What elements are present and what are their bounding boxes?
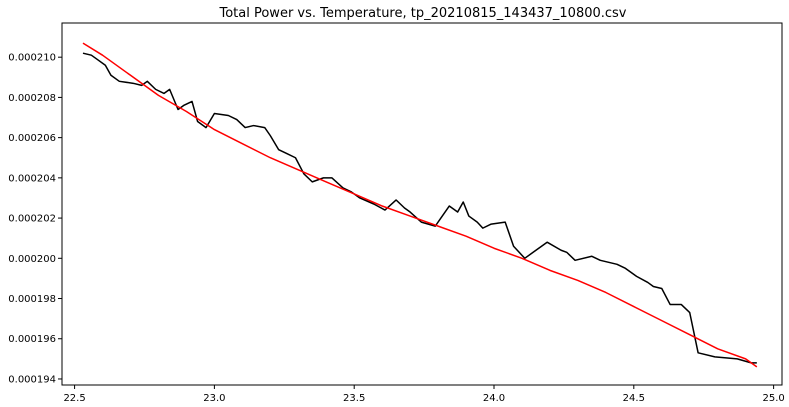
x-tick-label: 24.0 — [483, 393, 505, 404]
x-tick-label: 23.5 — [343, 393, 365, 404]
y-tick-label: 0.000208 — [8, 93, 56, 104]
series-layer — [82, 42, 758, 368]
y-tick-label: 0.000194 — [8, 374, 56, 385]
y-tick-label: 0.000196 — [8, 334, 56, 345]
chart-title: Total Power vs. Temperature, tp_20210815… — [218, 6, 626, 21]
fit-curve-line — [82, 42, 758, 368]
x-tick-label: 22.5 — [63, 393, 85, 404]
y-tick-label: 0.000210 — [8, 53, 56, 64]
plot-frame — [61, 22, 783, 386]
y-tick-label: 0.000200 — [8, 254, 56, 265]
y-tick-label: 0.000204 — [8, 173, 56, 184]
x-tick-label: 23.0 — [203, 393, 225, 404]
y-tick-label: 0.000202 — [8, 214, 56, 225]
x-tick-label: 25.0 — [762, 393, 784, 404]
measured-power-line — [82, 52, 757, 364]
y-tick-label: 0.000198 — [8, 294, 56, 305]
x-tick-label: 24.5 — [623, 393, 645, 404]
axes-layer: 22.5 23.0 23.5 24.0 24.5 25.0 0.000194 0.000196… — [8, 53, 784, 404]
y-tick-label: 0.000206 — [8, 133, 56, 144]
